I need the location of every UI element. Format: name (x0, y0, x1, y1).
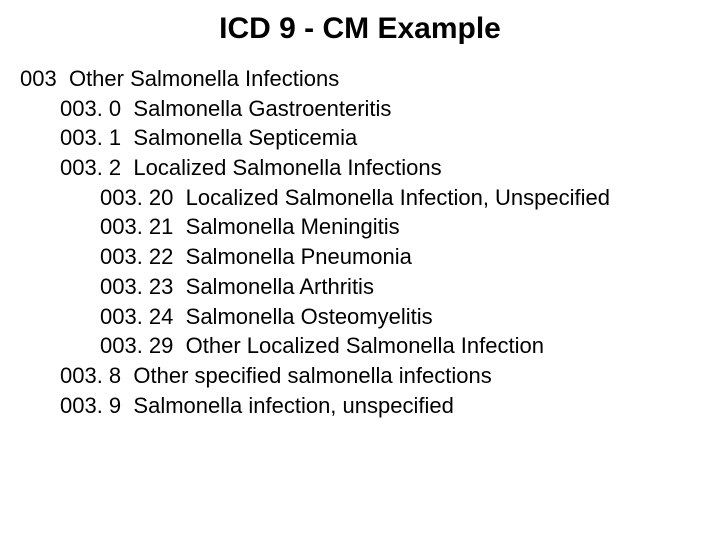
code-row: 003. 0 Salmonella Gastroenteritis (20, 94, 720, 124)
code-value: 003. 29 (100, 333, 173, 358)
code-label: Salmonella infection, unspecified (133, 393, 453, 418)
code-value: 003. 1 (60, 125, 121, 150)
code-label: Salmonella Osteomyelitis (186, 304, 433, 329)
code-row: 003. 1 Salmonella Septicemia (20, 123, 720, 153)
code-value: 003. 23 (100, 274, 173, 299)
code-value: 003. 22 (100, 244, 173, 269)
code-value: 003. 9 (60, 393, 121, 418)
code-value: 003. 2 (60, 155, 121, 180)
code-value: 003. 8 (60, 363, 121, 388)
code-row: 003. 2 Localized Salmonella Infections (20, 153, 720, 183)
code-value: 003. 0 (60, 96, 121, 121)
code-label: Localized Salmonella Infection, Unspecif… (186, 185, 610, 210)
code-label: Salmonella Gastroenteritis (133, 96, 391, 121)
code-label: Other specified salmonella infections (133, 363, 491, 388)
code-row: 003. 8 Other specified salmonella infect… (20, 361, 720, 391)
code-value: 003 (20, 66, 57, 91)
code-value: 003. 20 (100, 185, 173, 210)
code-label: Salmonella Pneumonia (186, 244, 412, 269)
code-row: 003. 20 Localized Salmonella Infection, … (20, 183, 720, 213)
code-label: Other Localized Salmonella Infection (186, 333, 544, 358)
code-row: 003. 29 Other Localized Salmonella Infec… (20, 331, 720, 361)
code-value: 003. 21 (100, 214, 173, 239)
code-row: 003. 24 Salmonella Osteomyelitis (20, 302, 720, 332)
slide-title: ICD 9 - CM Example (0, 12, 720, 46)
code-label: Salmonella Meningitis (186, 214, 400, 239)
code-row: 003. 23 Salmonella Arthritis (20, 272, 720, 302)
code-row: 003. 21 Salmonella Meningitis (20, 212, 720, 242)
code-list: 003 Other Salmonella Infections003. 0 Sa… (0, 64, 720, 420)
code-label: Salmonella Septicemia (133, 125, 357, 150)
code-row: 003. 22 Salmonella Pneumonia (20, 242, 720, 272)
code-label: Salmonella Arthritis (186, 274, 374, 299)
slide: ICD 9 - CM Example 003 Other Salmonella … (0, 0, 720, 540)
code-label: Localized Salmonella Infections (133, 155, 441, 180)
code-row: 003. 9 Salmonella infection, unspecified (20, 391, 720, 421)
code-value: 003. 24 (100, 304, 173, 329)
code-label: Other Salmonella Infections (69, 66, 339, 91)
code-row: 003 Other Salmonella Infections (20, 64, 720, 94)
